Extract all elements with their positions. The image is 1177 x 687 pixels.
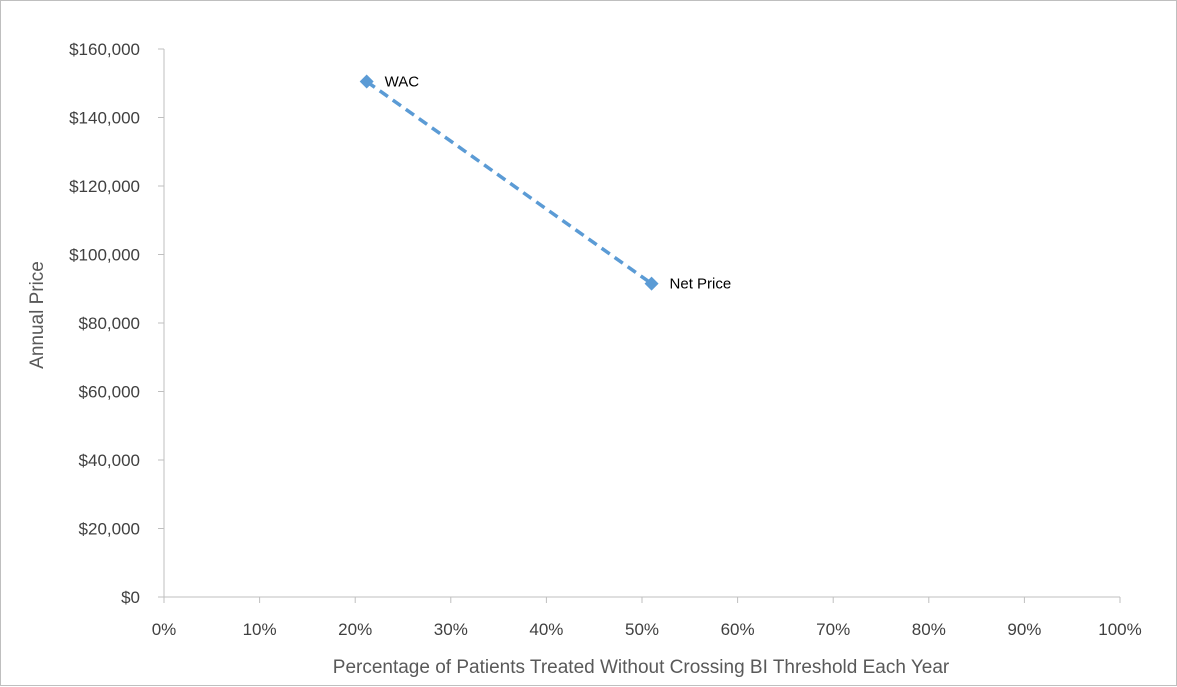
x-tick-label: 20%	[338, 620, 372, 639]
data-label: Net Price	[670, 276, 732, 293]
y-tick-label: $80,000	[79, 314, 140, 333]
x-tick-label: 90%	[1007, 620, 1041, 639]
x-tick-label: 40%	[529, 620, 563, 639]
series-line	[365, 80, 653, 286]
x-tick-label: 0%	[152, 620, 177, 639]
x-axis-title: Percentage of Patients Treated Without C…	[333, 657, 950, 678]
y-tick-label: $140,000	[69, 109, 140, 128]
y-tick-label: $20,000	[79, 520, 140, 539]
y-tick-label: $40,000	[79, 451, 140, 470]
y-tick-label: $0	[121, 588, 140, 607]
x-axis-ticks: 0% 10% 20% 30% 40% 50% 60% 70% 80% 90% 100%	[152, 597, 1142, 639]
series-group: WAC Net Price	[359, 74, 732, 293]
y-tick-label: $160,000	[69, 40, 140, 59]
y-tick-label: $120,000	[69, 177, 140, 196]
y-axis-ticks: $0 $20,000 $40,000 $60,000 $80,000 $100,000 $1…	[69, 40, 164, 607]
y-tick-label: $60,000	[79, 383, 140, 402]
data-point-marker	[359, 74, 374, 89]
data-label: WAC	[385, 74, 420, 91]
y-tick-label: $100,000	[69, 246, 140, 265]
data-point-marker	[644, 276, 659, 291]
x-tick-label: 60%	[721, 620, 755, 639]
axes	[163, 49, 1120, 598]
x-tick-label: 70%	[816, 620, 850, 639]
x-tick-label: 100%	[1098, 620, 1141, 639]
x-tick-label: 10%	[243, 620, 277, 639]
x-tick-label: 80%	[912, 620, 946, 639]
y-axis-title: Annual Price	[27, 261, 48, 369]
x-tick-label: 30%	[434, 620, 468, 639]
x-tick-label: 50%	[625, 620, 659, 639]
